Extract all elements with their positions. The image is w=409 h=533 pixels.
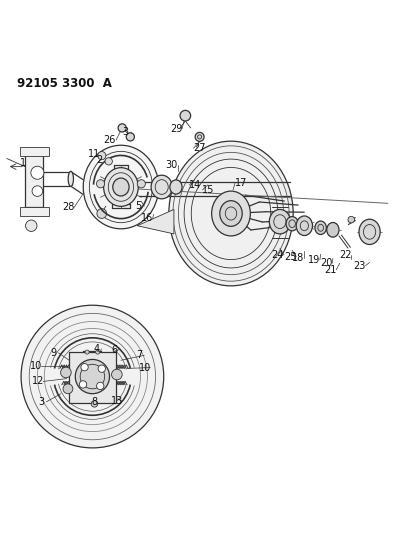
Ellipse shape bbox=[151, 175, 172, 199]
Text: 6: 6 bbox=[111, 345, 117, 354]
Circle shape bbox=[97, 382, 104, 390]
Text: 4: 4 bbox=[93, 344, 99, 354]
Circle shape bbox=[32, 186, 43, 196]
Text: 14: 14 bbox=[189, 180, 202, 190]
Circle shape bbox=[91, 401, 98, 407]
Text: 8: 8 bbox=[91, 397, 97, 407]
Circle shape bbox=[98, 365, 106, 373]
Text: 27: 27 bbox=[193, 143, 206, 154]
Text: 20: 20 bbox=[320, 259, 332, 268]
Ellipse shape bbox=[359, 219, 380, 245]
Ellipse shape bbox=[83, 145, 159, 229]
Text: 19: 19 bbox=[308, 255, 320, 265]
Circle shape bbox=[61, 367, 71, 378]
Circle shape bbox=[97, 208, 107, 219]
Text: 17: 17 bbox=[235, 178, 247, 188]
Circle shape bbox=[75, 359, 110, 394]
Circle shape bbox=[97, 180, 105, 188]
Ellipse shape bbox=[286, 216, 298, 231]
Text: 26: 26 bbox=[104, 135, 116, 145]
Circle shape bbox=[348, 216, 355, 223]
Circle shape bbox=[96, 350, 100, 354]
FancyBboxPatch shape bbox=[69, 352, 116, 402]
Text: 28: 28 bbox=[62, 203, 74, 212]
Circle shape bbox=[63, 384, 73, 394]
Ellipse shape bbox=[269, 209, 290, 234]
Text: 15: 15 bbox=[202, 185, 215, 195]
Text: 5: 5 bbox=[135, 201, 141, 211]
Bar bbox=[20, 207, 49, 215]
Ellipse shape bbox=[220, 200, 242, 227]
Text: 10: 10 bbox=[30, 361, 43, 372]
Text: 29: 29 bbox=[170, 124, 182, 134]
Text: 3: 3 bbox=[38, 397, 45, 407]
Circle shape bbox=[85, 350, 89, 354]
Ellipse shape bbox=[103, 168, 138, 206]
Ellipse shape bbox=[327, 222, 339, 237]
Text: 12: 12 bbox=[32, 376, 45, 386]
Ellipse shape bbox=[68, 171, 74, 187]
Text: 18: 18 bbox=[292, 253, 304, 263]
Bar bbox=[25, 152, 43, 207]
Ellipse shape bbox=[296, 216, 312, 236]
Text: 1: 1 bbox=[20, 158, 26, 167]
Circle shape bbox=[25, 220, 37, 231]
Text: 21: 21 bbox=[324, 265, 336, 274]
Circle shape bbox=[118, 124, 126, 132]
Polygon shape bbox=[137, 209, 174, 234]
Text: 22: 22 bbox=[339, 250, 351, 260]
Circle shape bbox=[31, 166, 44, 179]
Text: 9: 9 bbox=[51, 348, 57, 358]
Circle shape bbox=[180, 110, 191, 121]
Text: 30: 30 bbox=[166, 160, 178, 171]
Circle shape bbox=[105, 158, 112, 165]
Circle shape bbox=[126, 133, 135, 141]
Text: 10: 10 bbox=[139, 362, 151, 373]
Text: 7: 7 bbox=[136, 350, 142, 360]
Text: 23: 23 bbox=[353, 261, 366, 271]
Circle shape bbox=[98, 151, 106, 160]
Text: 13: 13 bbox=[111, 396, 123, 406]
Ellipse shape bbox=[211, 191, 250, 236]
Circle shape bbox=[81, 364, 88, 371]
Circle shape bbox=[112, 369, 122, 380]
Ellipse shape bbox=[170, 180, 182, 194]
Circle shape bbox=[195, 132, 204, 141]
Ellipse shape bbox=[113, 178, 129, 196]
Circle shape bbox=[21, 305, 164, 448]
Bar bbox=[20, 148, 49, 157]
Text: 92105 3300  A: 92105 3300 A bbox=[17, 77, 112, 90]
Text: 11: 11 bbox=[88, 149, 100, 159]
Text: 2: 2 bbox=[97, 155, 103, 165]
Circle shape bbox=[79, 381, 87, 388]
Text: 3: 3 bbox=[122, 127, 128, 137]
Text: 25: 25 bbox=[284, 252, 297, 262]
Text: 16: 16 bbox=[141, 213, 153, 223]
Ellipse shape bbox=[315, 221, 326, 235]
Circle shape bbox=[137, 180, 145, 188]
Text: 24: 24 bbox=[272, 250, 284, 260]
Ellipse shape bbox=[169, 141, 293, 286]
